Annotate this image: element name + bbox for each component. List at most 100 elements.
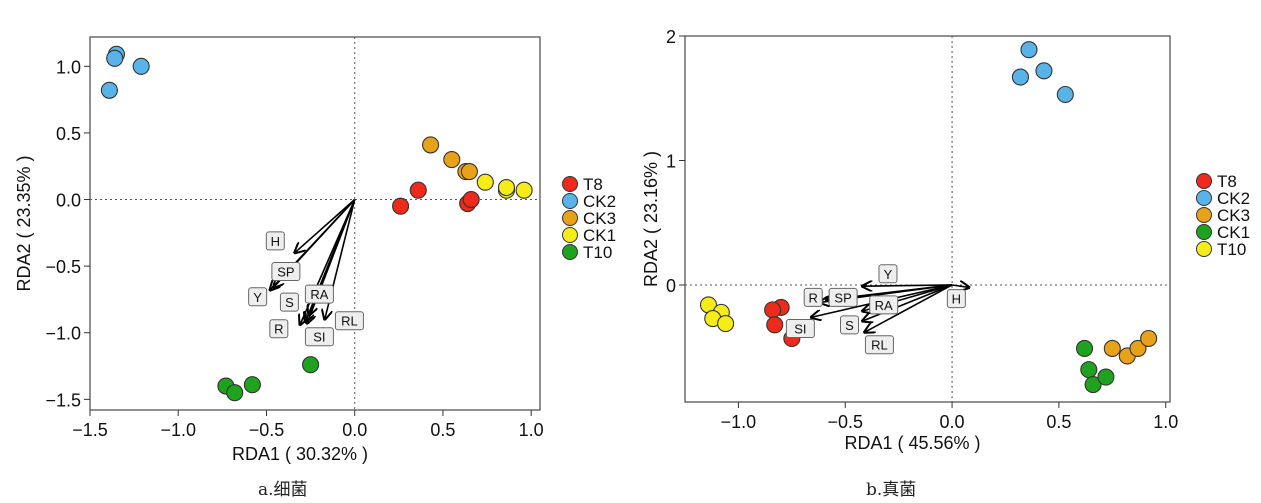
legend-marker-t8 [562,176,578,192]
y-tick-label: 1.0 [56,57,81,77]
legend-marker-ck3 [562,210,578,226]
x-tick-label: −1.5 [72,420,108,440]
legend-label-t8: T8 [583,175,603,194]
data-point-ck3 [1140,329,1158,348]
x-tick-label: 0.0 [342,420,367,440]
y-axis-label: RDA2 ( 23.16% ) [641,151,661,287]
vector-label-box [803,287,823,307]
data-point-ck2 [1056,85,1074,104]
data-point-t8 [766,316,784,334]
data-point-t10 [243,376,261,394]
data-point-ck1 [1075,339,1094,358]
vector-label-sp: SP [277,264,294,279]
y-tick-label: 0.0 [56,191,81,211]
plot-frame [684,35,1171,403]
x-tick-label: 1.0 [1153,412,1178,432]
data-point-ck3 [460,162,478,181]
panel-b-fungi: −1.0 −0.5 0.0 0.5 1.0 0 1 2 RDA1 ( 45.56% ) RDA2 … [641,27,1250,453]
vector-label-box [864,335,894,355]
vector-label-s: S [845,318,854,333]
y-tick-label: −1.5 [45,390,81,410]
legend-marker-ck3 [1196,207,1212,223]
y-tick-label: 0 [666,276,676,296]
data-point-t10 [226,384,244,402]
legend-marker-t8 [1196,173,1212,189]
data-point-ck2 [1020,41,1038,59]
x-tick-label: 0.5 [1046,412,1071,432]
vector-arrow-h [951,285,969,287]
vector-label-box [828,287,858,307]
vector-label-r: R [808,290,817,305]
vector-label-y: Y [253,290,262,305]
legend-label-t10: T10 [583,243,612,262]
vector-label-rl: RL [871,338,888,353]
data-point-ck3 [422,136,440,154]
vector-label-r: R [274,322,283,337]
legend-label-ck1: CK1 [1217,223,1250,242]
legend-marker-ck2 [1196,190,1212,206]
x-tick-label: −0.5 [249,420,285,440]
data-point-ck1 [1080,361,1098,379]
legend-marker-t10 [562,244,578,260]
vector-label-box [248,287,268,307]
data-point-ck3 [1103,339,1121,358]
vector-label-rl: RL [341,314,358,329]
data-point-t10 [717,315,735,333]
x-tick-label: 0.0 [940,412,965,432]
data-point-ck3 [443,151,461,169]
vector-label-box [269,319,289,339]
vector-label-ra: RA [310,287,328,302]
vector-label-box [785,319,815,339]
y-tick-label: −1.0 [45,324,81,344]
vector-label-box [946,289,966,309]
data-point-ck1 [476,173,494,191]
legend-label-ck3: CK3 [1217,206,1250,225]
legend-marker-ck1 [562,227,578,243]
legend-label-ck1: CK1 [583,226,616,245]
vector-label-y: Y [884,267,893,282]
y-axis-label: RDA2 ( 23.35% ) [14,155,34,291]
x-tick-label: −1.0 [160,420,196,440]
vector-arrow-r [300,199,356,325]
vector-arrow-y [862,285,953,286]
legend-label-ck2: CK2 [1217,189,1250,208]
vector-label-sp: SP [834,290,851,305]
y-tick-label: 0.5 [56,124,81,144]
x-tick-label: −0.5 [827,412,863,432]
vector-label-h: H [952,292,961,307]
legend-marker-ck2 [562,193,578,209]
legend-label-ck2: CK2 [583,192,616,211]
data-point-ck2 [1011,68,1029,86]
data-point-t8 [409,181,427,199]
panel-a-bacteria: −1.5 −1.0 −0.5 0.0 0.5 1.0 −1.5 −1.0 −0.5 0.0 0.5 1… [14,36,616,464]
vector-label-box [304,327,334,347]
vector-label-box [869,295,899,315]
panel-b-caption: b.真菌 [866,480,917,500]
data-point-t8 [764,301,782,319]
x-axis-label: RDA1 ( 45.56% ) [844,433,980,453]
panel-a-caption: a.细菌 [258,480,308,500]
x-axis-label: RDA1 ( 30.32% ) [232,444,368,464]
vector-label-si: SI [313,330,325,345]
vector-label-box [271,261,301,281]
legend-label-t8: T8 [1217,172,1237,191]
data-point-ck2 [1035,62,1053,80]
y-tick-label: −0.5 [45,257,81,277]
data-point-ck1 [515,181,533,199]
x-tick-label: 1.0 [519,420,544,440]
vector-label-box [840,315,860,335]
vector-label-box [304,284,334,304]
vector-label-si: SI [794,322,806,337]
data-point-ck1 [1097,368,1115,386]
vector-arrow-h [295,198,356,253]
vector-label-box [878,264,898,284]
data-point-ck2 [100,81,118,99]
vector-label-ra: RA [875,298,893,313]
x-tick-label: −1.0 [721,412,757,432]
data-point-t8 [462,190,480,209]
legend-marker-t10 [1196,241,1212,257]
data-point-ck3 [1129,339,1147,358]
vector-label-s: S [285,295,294,310]
vector-label-box [265,231,285,251]
